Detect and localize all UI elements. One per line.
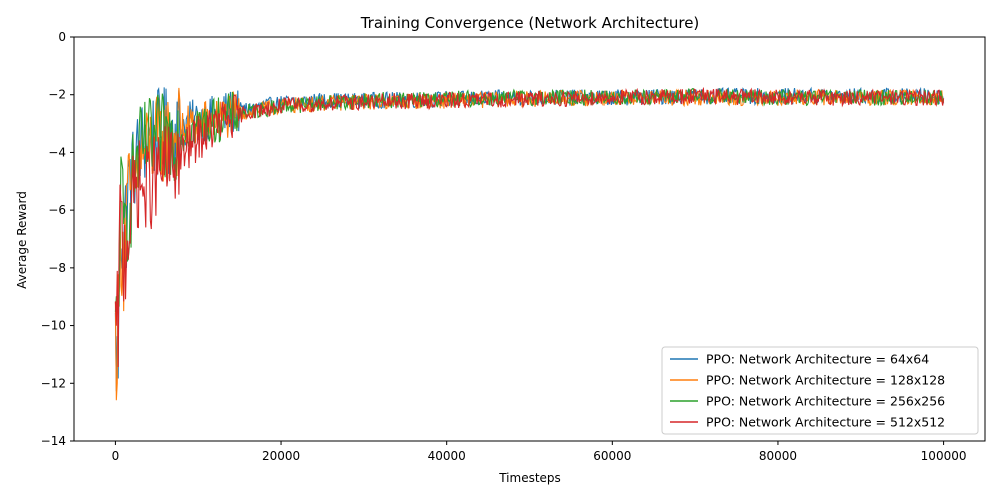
y-tick-label: 0 — [58, 30, 66, 44]
series-line — [114, 86, 945, 368]
y-tick-label: −2 — [48, 88, 66, 102]
chart-title: Training Convergence (Network Architectu… — [360, 14, 700, 32]
axis-ticks: 0 20000 40000 60000 80000 100000 0 −2 −4 −6 −8 −10 −… — [41, 30, 967, 463]
y-axis-label: Average Reward — [15, 191, 29, 289]
x-tick-label: 0 — [112, 449, 120, 463]
legend: PPO: Network Architecture = 64x64 PPO: Ne… — [661, 346, 979, 435]
legend-label: PPO: Network Architecture = 64x64 — [706, 352, 929, 367]
plot-area — [114, 86, 945, 401]
y-tick-label: −8 — [48, 261, 66, 275]
x-axis-label: Timesteps — [498, 471, 561, 485]
legend-label: PPO: Network Architecture = 128x128 — [706, 373, 945, 388]
y-tick-label: −14 — [41, 434, 66, 448]
x-tick-label: 40000 — [428, 449, 466, 463]
x-tick-label: 80000 — [759, 449, 797, 463]
x-tick-label: 100000 — [921, 449, 967, 463]
axes-frame — [73, 36, 986, 442]
x-tick-label: 20000 — [262, 449, 300, 463]
legend-box — [661, 346, 979, 435]
x-tick-label: 60000 — [593, 449, 631, 463]
y-tick-label: −10 — [41, 319, 66, 333]
legend-label: PPO: Network Architecture = 256x256 — [706, 394, 945, 409]
y-tick-label: −4 — [48, 145, 66, 159]
legend-label: PPO: Network Architecture = 512x512 — [706, 415, 945, 430]
y-tick-label: −6 — [48, 203, 66, 217]
y-tick-label: −12 — [41, 376, 66, 390]
series-line — [114, 86, 945, 392]
